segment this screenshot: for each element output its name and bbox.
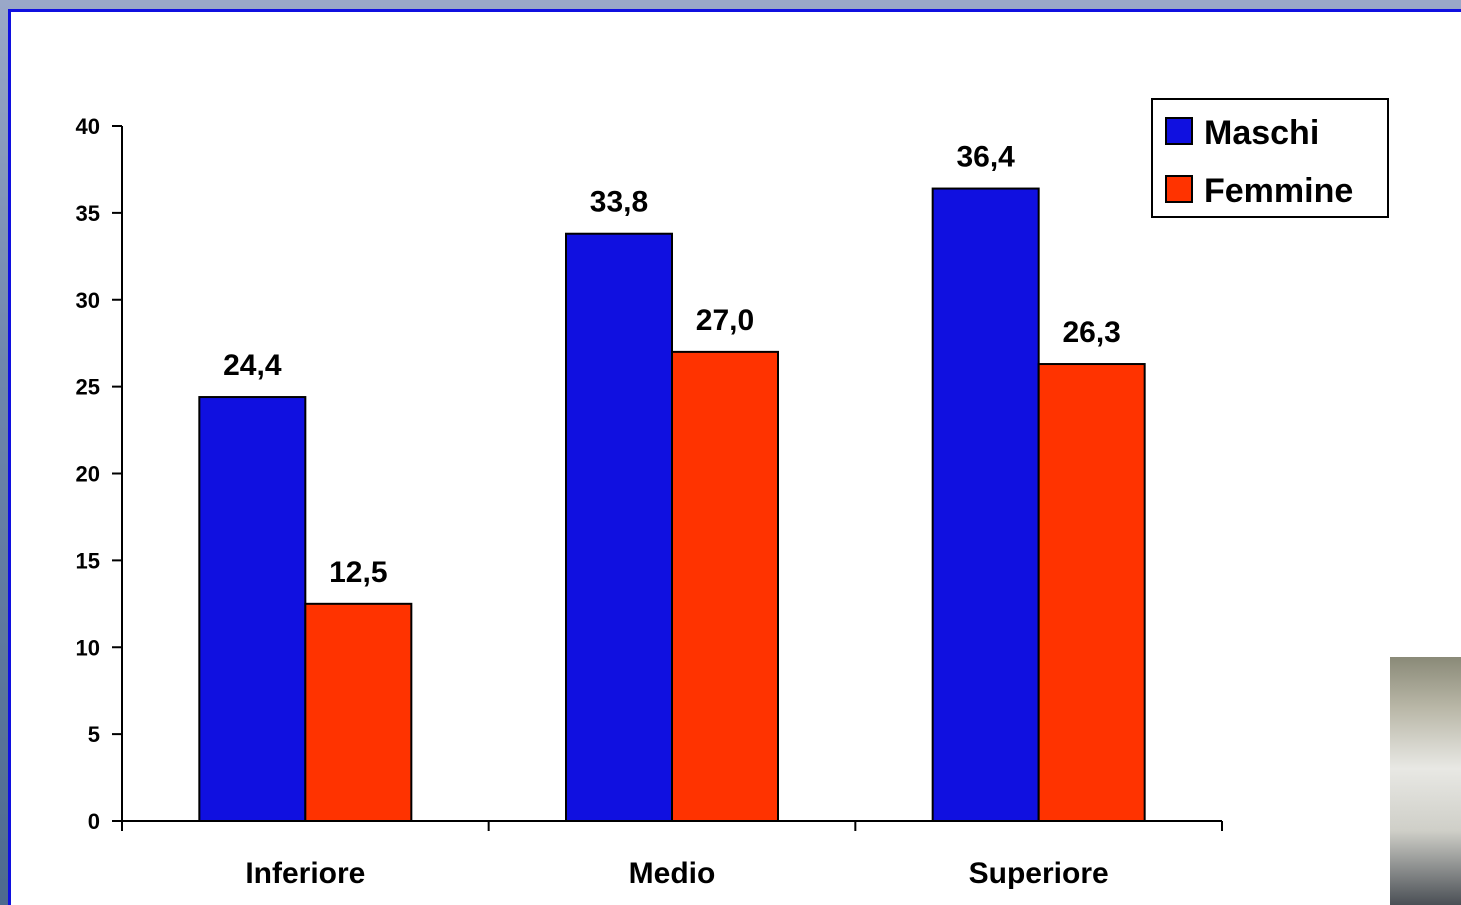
legend-label-femmine: Femmine (1204, 172, 1353, 210)
data-label: 33,8 (590, 186, 648, 219)
bar-femmine-superiore (1037, 363, 1146, 822)
bar-maschi-inferiore (198, 396, 307, 822)
bar-femmine-inferiore (304, 602, 413, 822)
data-label: 26,3 (1062, 316, 1120, 349)
chart-labels: 24,4 12,5 Inferiore 33,8 27,0 Medio 36,4 26,3 Su… (223, 141, 1121, 890)
legend-swatch-maschi (1165, 117, 1193, 145)
corner-photo (1390, 657, 1461, 905)
y-tick-label: 20 (76, 462, 100, 487)
data-label: 36,4 (956, 141, 1015, 174)
y-tick-label: 40 (76, 114, 100, 139)
y-tick-label: 30 (76, 288, 100, 313)
data-label: 12,5 (329, 556, 387, 589)
bar-maschi-medio (565, 232, 673, 823)
bar-femmine-medio (671, 350, 779, 822)
legend-label-maschi: Maschi (1204, 114, 1319, 152)
y-tick-label: 10 (76, 635, 100, 660)
x-tick-label: Superiore (969, 857, 1109, 890)
y-tick-label: 35 (76, 201, 100, 226)
legend-swatch-femmine (1165, 175, 1193, 203)
data-label: 24,4 (223, 349, 282, 382)
y-tick-label: 25 (76, 375, 100, 400)
y-tick-label: 0 (88, 809, 100, 834)
chart-bars (198, 187, 1146, 823)
legend: Maschi Femmine (1151, 98, 1389, 218)
x-tick-label: Medio (629, 857, 716, 890)
y-tick-label: 15 (76, 548, 100, 573)
bar-maschi-superiore (931, 187, 1040, 823)
data-label: 27,0 (696, 304, 754, 337)
x-tick-label: Inferiore (245, 857, 365, 890)
y-tick-label: 5 (88, 722, 100, 747)
